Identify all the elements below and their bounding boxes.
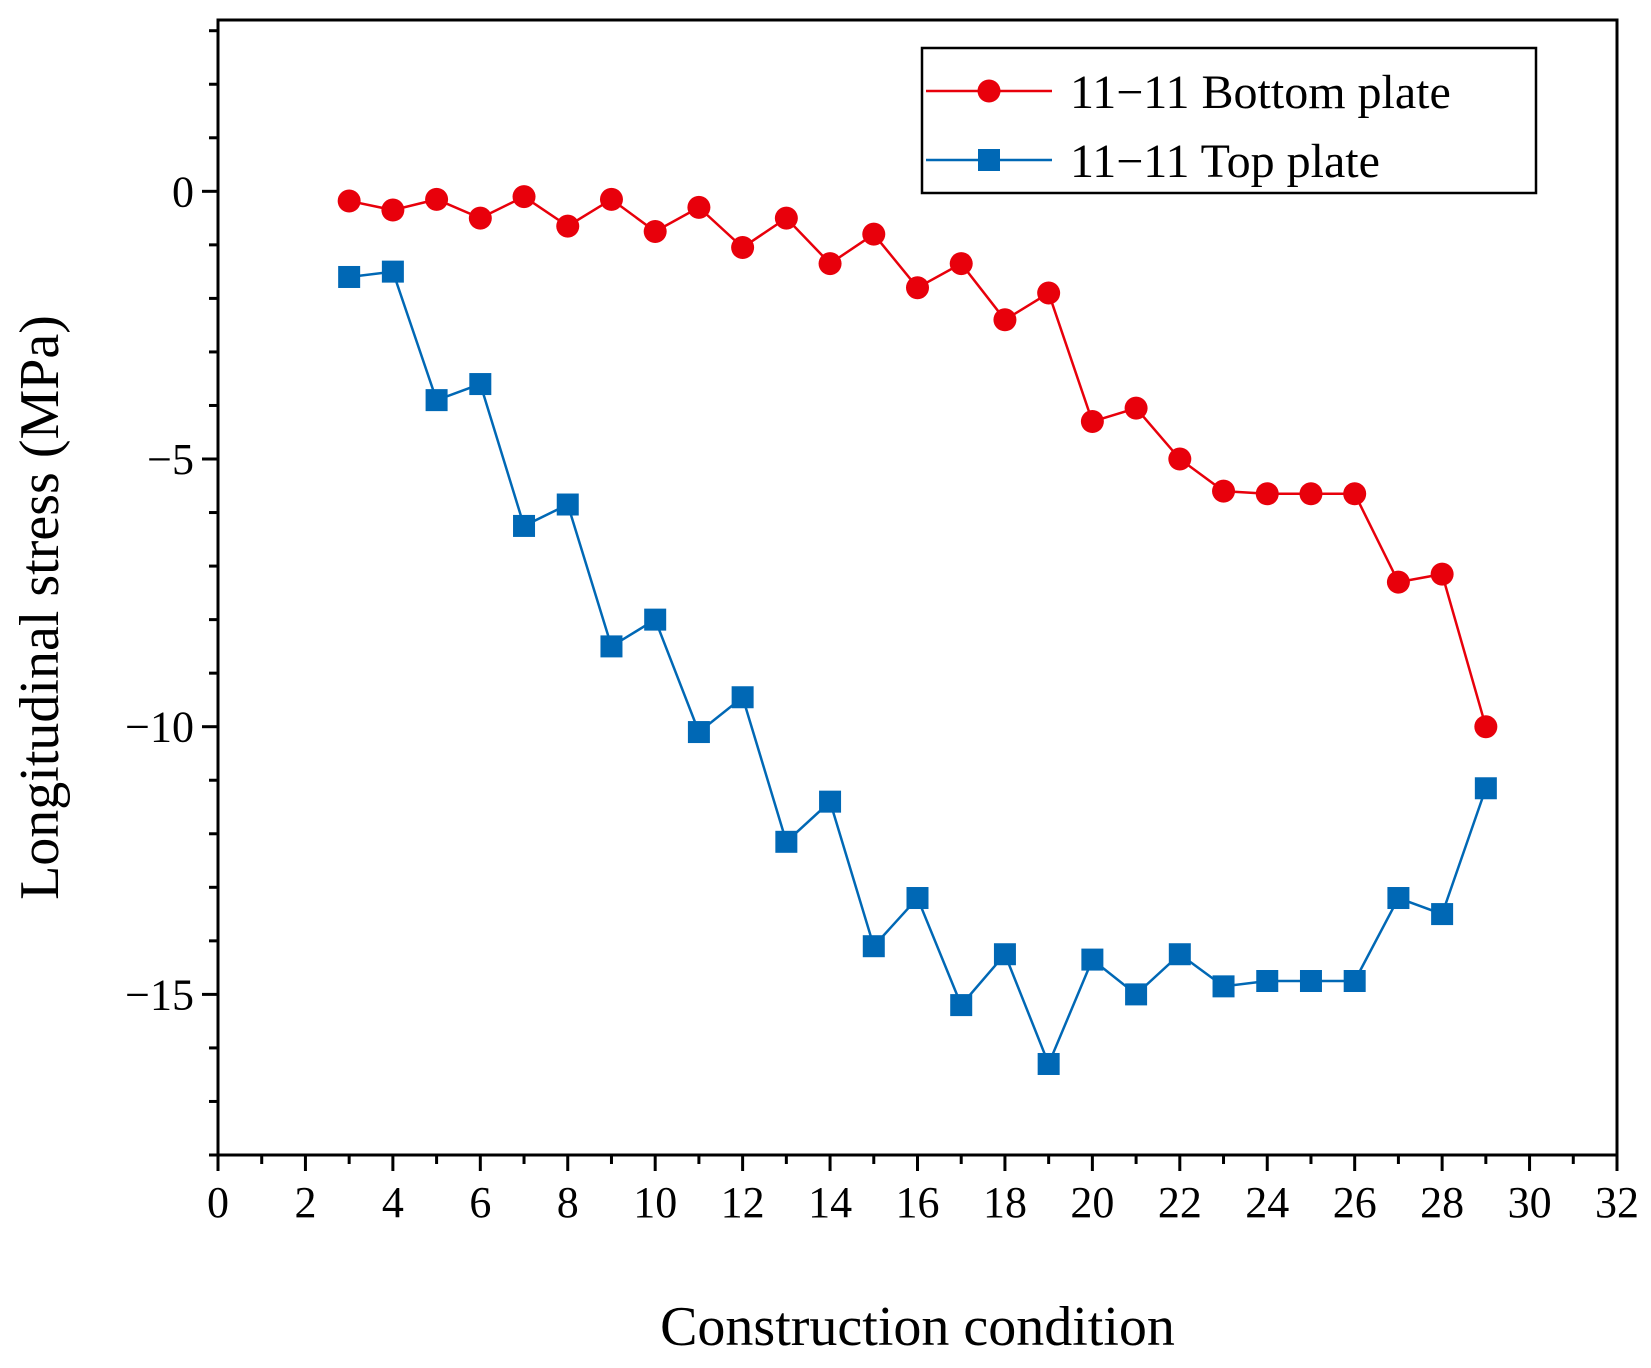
data-point xyxy=(1080,410,1104,434)
data-point xyxy=(1343,970,1366,993)
data-point xyxy=(687,721,710,744)
legend-box xyxy=(920,46,1538,195)
series-layer xyxy=(337,185,1498,1075)
x-tick-label: 2 xyxy=(294,1178,316,1227)
data-point xyxy=(687,195,711,219)
data-point xyxy=(425,187,449,211)
y-axis-title: Longitudinal stress (MPa) xyxy=(9,315,71,900)
x-tick-label: 16 xyxy=(896,1178,940,1227)
x-axis-title: Construction condition xyxy=(660,1296,1175,1358)
data-point xyxy=(1430,562,1454,586)
axis-ticks xyxy=(202,29,1619,1171)
plot-frame xyxy=(216,18,1619,1157)
series-line xyxy=(349,270,1488,1068)
data-point xyxy=(1168,943,1191,966)
legend-label: 11−11 Bottom plate xyxy=(1070,66,1451,119)
data-point xyxy=(1037,1052,1060,1075)
x-tick-label: 10 xyxy=(633,1178,677,1227)
data-point xyxy=(1125,983,1148,1006)
data-point xyxy=(993,308,1017,332)
x-tick-label: 6 xyxy=(469,1178,491,1227)
data-point xyxy=(862,222,886,246)
data-point xyxy=(1343,482,1367,506)
y-tick-label: −10 xyxy=(125,703,194,752)
y-tick-label: 0 xyxy=(172,167,194,216)
x-tick-label: 22 xyxy=(1158,1178,1202,1227)
legend-marker xyxy=(978,149,1000,171)
data-point xyxy=(425,389,448,412)
data-point xyxy=(338,265,361,288)
data-point xyxy=(513,514,536,537)
data-point xyxy=(819,790,842,813)
data-point xyxy=(600,635,623,658)
x-tick-labels: 0 2 4 6 8 10 12 14 16 18 20 22 24 26 28 30 32 xyxy=(207,1178,1639,1227)
legend-label: 11−11 Top plate xyxy=(1070,135,1380,188)
data-point xyxy=(993,943,1016,966)
x-tick-label: 18 xyxy=(983,1178,1027,1227)
data-point xyxy=(1256,970,1279,993)
data-point xyxy=(644,608,667,631)
y-tick-label: −15 xyxy=(125,970,194,1019)
data-point xyxy=(1081,948,1104,971)
data-point xyxy=(775,830,798,853)
x-tick-label: 32 xyxy=(1595,1178,1639,1227)
x-tick-label: 14 xyxy=(808,1178,852,1227)
data-point xyxy=(1386,570,1410,594)
data-point xyxy=(1168,447,1192,471)
data-point xyxy=(1037,281,1061,305)
data-point xyxy=(731,236,755,260)
data-point xyxy=(381,260,404,283)
data-point xyxy=(556,493,579,516)
legend-item: 11−11 Top plate xyxy=(926,135,1380,188)
x-tick-label: 30 xyxy=(1508,1178,1552,1227)
data-point xyxy=(906,276,929,300)
data-point xyxy=(1212,975,1235,998)
series-top-plate xyxy=(338,260,1497,1075)
data-point xyxy=(469,373,492,396)
data-point xyxy=(599,187,623,211)
data-point xyxy=(1299,970,1322,993)
data-point xyxy=(1474,715,1498,739)
data-point xyxy=(512,185,536,209)
data-point xyxy=(337,189,361,213)
data-point xyxy=(1255,482,1279,506)
data-point xyxy=(906,887,929,910)
data-point xyxy=(1387,887,1410,910)
data-point xyxy=(1212,479,1236,503)
data-point xyxy=(1124,396,1148,420)
data-point xyxy=(468,206,492,230)
legend: 11−11 Bottom plate 11−11 Top plate xyxy=(920,46,1538,195)
x-tick-label: 12 xyxy=(721,1178,765,1227)
data-point xyxy=(949,252,973,276)
data-point xyxy=(1474,777,1497,800)
x-tick-label: 20 xyxy=(1070,1178,1114,1227)
data-point xyxy=(731,686,754,709)
data-point xyxy=(381,198,405,222)
series-bottom-plate xyxy=(337,185,1498,739)
data-point xyxy=(950,994,973,1017)
data-point xyxy=(774,206,798,230)
data-point xyxy=(862,935,885,958)
data-point xyxy=(556,214,580,238)
series-line xyxy=(348,195,1488,728)
data-point xyxy=(1431,903,1454,926)
data-point xyxy=(1299,482,1323,506)
x-tick-label: 26 xyxy=(1333,1178,1377,1227)
x-tick-label: 0 xyxy=(207,1178,229,1227)
x-tick-label: 24 xyxy=(1245,1178,1289,1227)
y-tick-labels: 0 −5 −10 −15 xyxy=(125,167,194,1019)
legend-marker xyxy=(977,79,1001,103)
x-tick-label: 28 xyxy=(1420,1178,1464,1227)
legend-item: 11−11 Bottom plate xyxy=(926,66,1451,119)
x-tick-label: 4 xyxy=(382,1178,404,1227)
data-point xyxy=(643,219,667,243)
y-tick-label: −5 xyxy=(147,435,194,484)
x-tick-label: 8 xyxy=(557,1178,579,1227)
data-point xyxy=(818,252,842,276)
